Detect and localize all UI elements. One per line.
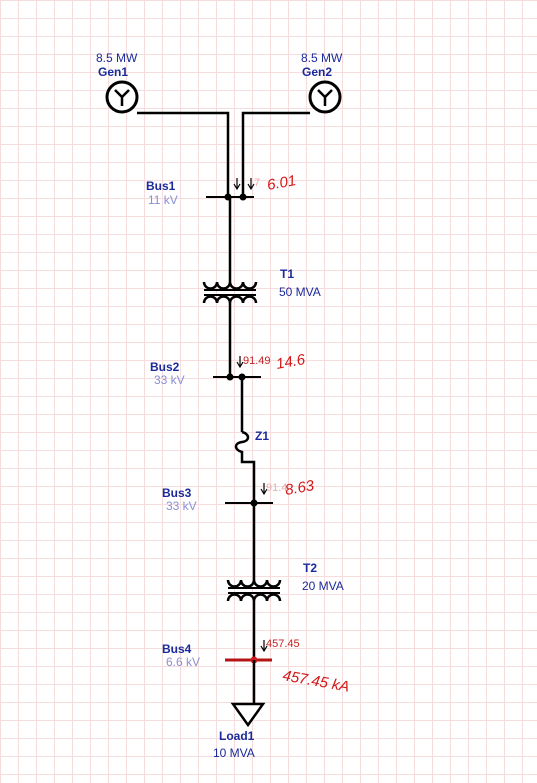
bus1-faint-label: 7	[254, 177, 260, 189]
z1-name: Z1	[255, 429, 269, 443]
bus3-faint-label: 91.4	[266, 482, 287, 494]
bus2-name: Bus2	[150, 360, 180, 374]
bus1-fault-current: 6.01	[266, 172, 298, 194]
wire-z1-bus3	[240, 457, 256, 503]
t2-name: T2	[303, 561, 317, 575]
load1-rating: 10 MVA	[213, 746, 255, 760]
bus4-name: Bus4	[162, 642, 192, 656]
gen2-feeder	[241, 111, 310, 197]
bus4[interactable]	[225, 656, 272, 664]
transformer-t1[interactable]	[202, 281, 258, 304]
bus4-fault-current: 457.45 kA	[281, 667, 350, 695]
gen2-name: Gen2	[302, 65, 332, 79]
bus4-small-label: 457.45	[266, 638, 300, 650]
load-icon[interactable]	[230, 702, 266, 728]
bus2-voltage: 33 kV	[154, 373, 185, 387]
bus3[interactable]	[225, 499, 273, 507]
arrow-icon	[233, 178, 255, 191]
t2-rating: 20 MVA	[302, 579, 344, 593]
generator-gen1[interactable]: 8.5 MW Gen1	[96, 51, 139, 114]
bus3-fault-current: 8.63	[284, 477, 316, 499]
arrow-icon	[260, 640, 268, 653]
gen1-rating: 8.5 MW	[96, 51, 138, 65]
t1-name: T1	[280, 267, 294, 281]
load1-name: Load1	[219, 729, 255, 743]
arrow-icon	[236, 356, 244, 369]
gen1-name: Gen1	[98, 65, 128, 79]
bus3-name: Bus3	[162, 486, 192, 500]
generator-gen2[interactable]: 8.5 MW Gen2	[301, 51, 343, 114]
t1-rating: 50 MVA	[279, 285, 321, 299]
bus1-voltage: 11 kV	[148, 193, 178, 207]
bus2-small-label: 91.49	[243, 355, 271, 367]
bus2-fault-current: 14.6	[275, 351, 307, 373]
gen1-feeder	[137, 111, 230, 197]
impedance-z1[interactable]	[234, 430, 250, 457]
transformer-t2[interactable]	[226, 579, 282, 602]
bus4-voltage: 6.6 kV	[166, 655, 200, 669]
gen2-rating: 8.5 MW	[301, 51, 343, 65]
bus2[interactable]	[213, 373, 261, 381]
generator-icon	[105, 80, 139, 114]
bus1-name: Bus1	[146, 179, 176, 193]
generator-icon	[308, 80, 342, 114]
arrow-icon	[260, 483, 268, 496]
bus3-voltage: 33 kV	[166, 499, 197, 513]
